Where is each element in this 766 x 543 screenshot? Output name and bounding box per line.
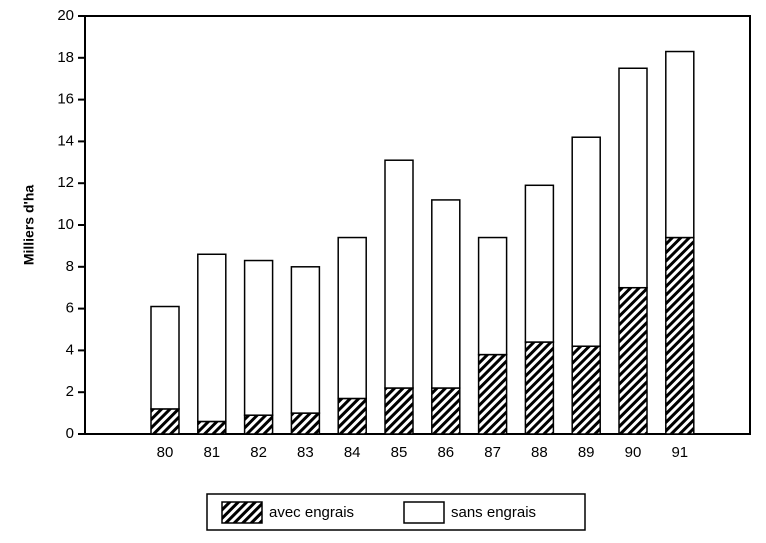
bar-segment [524, 184, 555, 343]
bar-segment [524, 341, 555, 435]
x-tick-label: 81 [203, 444, 220, 461]
x-tick-label: 85 [391, 444, 408, 461]
y-axis-label: Milliers d'ha [21, 185, 37, 266]
bar-segment [150, 408, 180, 435]
bar-segment [618, 286, 648, 435]
bar-segment [384, 387, 414, 435]
legend-label: sans engrais [451, 504, 536, 521]
bar-segment [290, 266, 321, 414]
y-tick-label: 4 [66, 341, 74, 358]
x-tick-label: 84 [344, 444, 361, 461]
legend-swatch [221, 501, 263, 524]
y-tick-label: 0 [66, 425, 74, 442]
legend-frame [206, 493, 586, 531]
y-tick-label: 20 [57, 7, 74, 24]
bar-segment [571, 136, 601, 347]
y-tick-label: 12 [57, 174, 74, 191]
y-tick-label: 10 [57, 216, 74, 233]
bar-segment [665, 236, 695, 435]
x-tick-label: 83 [297, 444, 314, 461]
bar-segment [197, 420, 227, 435]
y-tick-label: 6 [66, 300, 74, 317]
bar-segment [337, 397, 367, 435]
y-tick-label: 18 [57, 49, 74, 66]
bar-segment [431, 199, 461, 389]
bar-segment [618, 67, 648, 289]
bar-segment [243, 414, 274, 435]
x-tick-label: 82 [250, 444, 267, 461]
y-tick-label: 14 [57, 132, 74, 149]
y-tick-label: 8 [66, 258, 74, 275]
y-tick-label: 16 [57, 91, 74, 108]
x-tick-label: 87 [484, 444, 501, 461]
bar-segment [243, 259, 274, 416]
legend-label: avec engrais [269, 504, 354, 521]
bar-segment [290, 412, 321, 435]
bar-segment [431, 387, 461, 435]
bar-segment [665, 50, 695, 239]
bar-segment [197, 253, 227, 423]
x-tick-label: 90 [625, 444, 642, 461]
legend-swatch [403, 501, 445, 524]
plot-frame [84, 15, 751, 435]
x-tick-label: 80 [157, 444, 174, 461]
bar-segment [571, 345, 601, 435]
bar-segment [477, 236, 508, 356]
x-tick-label: 91 [671, 444, 688, 461]
x-tick-label: 88 [531, 444, 548, 461]
bar-segment [337, 236, 367, 400]
bar-segment [150, 305, 180, 410]
y-tick-label: 2 [66, 383, 74, 400]
x-tick-label: 89 [578, 444, 595, 461]
bar-segment [477, 353, 508, 435]
x-tick-label: 86 [437, 444, 454, 461]
bar-segment [384, 159, 414, 389]
